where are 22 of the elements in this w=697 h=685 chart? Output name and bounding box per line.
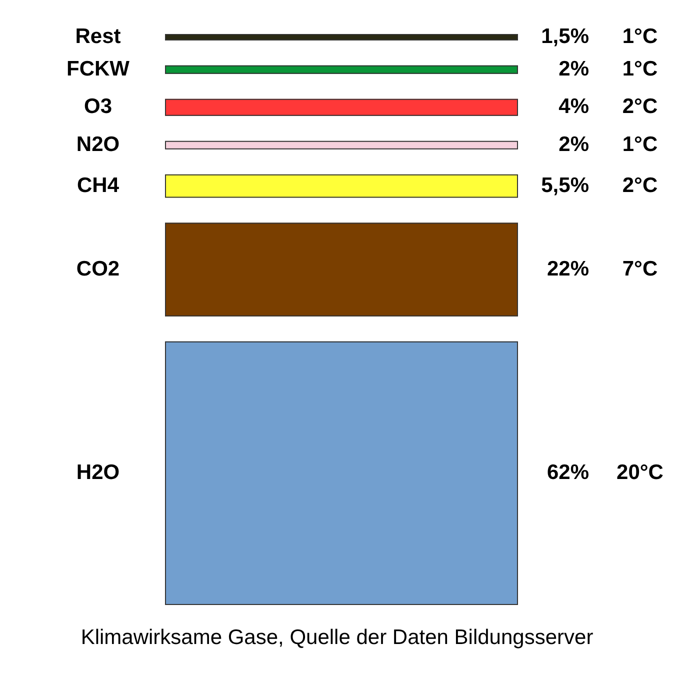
data-label: 7°C (622, 257, 658, 280)
data-label: 4% (558, 95, 590, 118)
data-label: 20°C (616, 460, 664, 484)
category-label: Rest (75, 24, 121, 48)
category-label: O3 (84, 95, 112, 118)
data-label: 2% (558, 132, 590, 156)
data-label: 1°C (622, 24, 658, 48)
data-label: 1°C (622, 132, 658, 156)
data-label: 2°C (622, 174, 658, 197)
data-label: 62% (546, 460, 590, 484)
category-label: FCKW (66, 57, 130, 80)
data-label: 1,5% (541, 24, 590, 48)
category-label: N2O (76, 132, 120, 156)
category-label: CO2 (76, 257, 120, 280)
text: Klimawirksame Gase, Quelle der Daten Bildungsserver (80, 626, 594, 649)
data-label: 5,5% (541, 174, 590, 197)
category-label: H2O (76, 460, 120, 484)
category-label: CH4 (76, 174, 120, 197)
data-label: 1°C (622, 57, 658, 80)
data-label: 2% (558, 57, 590, 80)
data-label: 22% (546, 257, 590, 280)
data-label: 2°C (622, 95, 658, 118)
